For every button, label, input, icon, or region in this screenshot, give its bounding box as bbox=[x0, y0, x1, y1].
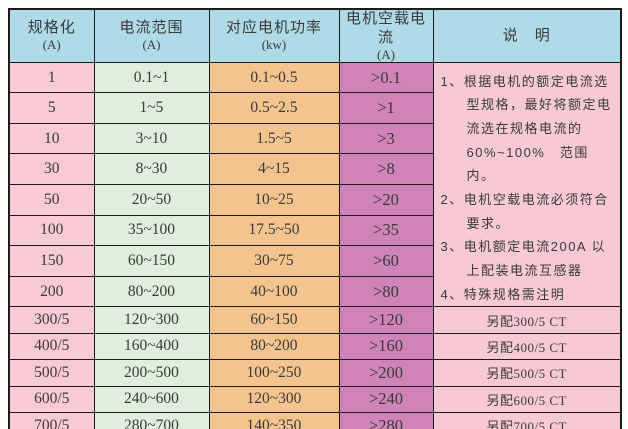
table-row: 150 60~150 30~75 >60 bbox=[8, 245, 621, 277]
notes-cell: 1、根据电机的额定电流选型规格，最好将额定电流选在规格电流的60%~100% 范… bbox=[432, 61, 622, 308]
noload-cell: >0.1 bbox=[338, 61, 434, 94]
table-row: 200 80~200 40~100 >80 bbox=[8, 275, 621, 308]
range-cell: 35~100 bbox=[93, 214, 210, 247]
range-cell: 0.1~1 bbox=[93, 61, 210, 94]
table-row: 5 1~5 0.5~2.5 >1 bbox=[8, 92, 621, 124]
power-cell: 4~15 bbox=[208, 153, 340, 186]
range-cell: 120~300 bbox=[93, 306, 210, 334]
ct-note-cell: 另配600/5 CT bbox=[432, 385, 622, 413]
note-text: 根据电机的额定电流选型规格，最好将额定电流选在规格电流的60%~100% 范围内… bbox=[463, 73, 612, 184]
range-cell: 160~400 bbox=[93, 332, 210, 361]
header-noload-current-unit: (A) bbox=[376, 46, 396, 62]
spec-cell: 300/5 bbox=[8, 306, 95, 334]
ct-note-cell: 另配400/5 CT bbox=[432, 332, 622, 361]
noload-cell: >120 bbox=[338, 306, 434, 334]
table-row: 700/5 280~700 140~350 >280 另配700/5 CT bbox=[8, 411, 622, 429]
power-cell: 140~350 bbox=[208, 411, 340, 429]
header-notes-title: 说 明 bbox=[502, 26, 551, 44]
header-spec: 规格化 (A) bbox=[8, 8, 95, 63]
range-cell: 20~50 bbox=[93, 184, 210, 216]
note-text: 特殊规格需注明 bbox=[463, 286, 566, 302]
power-cell: 80~200 bbox=[208, 332, 340, 361]
header-notes: 说 明 bbox=[432, 8, 622, 63]
noload-cell: >200 bbox=[338, 359, 434, 387]
power-cell: 30~75 bbox=[208, 245, 340, 277]
power-cell: 1.5~5 bbox=[208, 122, 340, 155]
note-text: 电机空载电流必须符合要求。 bbox=[463, 192, 609, 231]
range-cell: 8~30 bbox=[93, 153, 210, 186]
noload-cell: >60 bbox=[338, 245, 434, 277]
table-row: 500/5 200~500 100~250 >200 另配500/5 CT bbox=[8, 359, 622, 387]
spec-cell: 30 bbox=[8, 153, 95, 186]
header-motor-power: 对应电机功率 (kw) bbox=[208, 8, 340, 63]
range-cell: 1~5 bbox=[93, 92, 210, 124]
noload-cell: >280 bbox=[338, 411, 434, 429]
spec-cell: 100 bbox=[8, 214, 95, 247]
header-motor-power-title: 对应电机功率 bbox=[225, 19, 322, 37]
ct-note-cell: 另配500/5 CT bbox=[432, 359, 622, 387]
spec-cell: 400/5 bbox=[8, 332, 95, 361]
note-number: 1、 bbox=[440, 73, 464, 89]
spec-cell: 1 bbox=[8, 61, 95, 94]
power-cell: 0.1~0.5 bbox=[208, 61, 340, 94]
range-cell: 200~500 bbox=[93, 359, 210, 387]
header-spec-title: 规格化 bbox=[27, 19, 76, 37]
range-cell: 240~600 bbox=[93, 385, 210, 413]
spec-cell: 700/5 bbox=[8, 411, 95, 429]
note-number: 4、 bbox=[440, 286, 464, 302]
noload-cell: >8 bbox=[338, 153, 434, 186]
power-cell: 40~100 bbox=[208, 275, 340, 308]
range-cell: 60~150 bbox=[93, 245, 210, 277]
note-text: 电机额定电流200A 以上配装电流互感器 bbox=[463, 239, 606, 279]
note-number: 2、 bbox=[440, 192, 464, 208]
note-item: 3、电机额定电流200A 以上配装电流互感器 bbox=[441, 235, 616, 282]
table-row: 100 35~100 17.5~50 >35 bbox=[8, 214, 621, 247]
table-row: 10 3~10 1.5~5 >3 bbox=[8, 122, 621, 155]
table-row: 400/5 160~400 80~200 >160 另配400/5 CT bbox=[8, 332, 622, 361]
header-motor-power-unit: (kw) bbox=[261, 37, 287, 53]
spec-cell: 150 bbox=[8, 245, 95, 277]
note-number: 3、 bbox=[440, 239, 464, 255]
spec-cell: 200 bbox=[8, 275, 95, 308]
noload-cell: >1 bbox=[338, 92, 434, 124]
note-item: 2、电机空载电流必须符合要求。 bbox=[441, 188, 616, 235]
noload-cell: >20 bbox=[338, 184, 434, 216]
ct-note-cell: 另配300/5 CT bbox=[432, 306, 622, 334]
power-cell: 100~250 bbox=[208, 359, 340, 387]
range-cell: 80~200 bbox=[93, 275, 210, 308]
ct-note-cell: 另配700/5 CT bbox=[432, 411, 622, 429]
noload-cell: >35 bbox=[338, 214, 434, 247]
power-cell: 60~150 bbox=[208, 306, 340, 334]
noload-cell: >80 bbox=[338, 275, 434, 308]
spec-cell: 600/5 bbox=[8, 385, 95, 413]
motor-current-spec-table: 规格化 (A) 电流范围 (A) 对应电机功率 (kw) 电机空载电流 (A) … bbox=[8, 8, 622, 429]
noload-cell: >240 bbox=[338, 385, 434, 413]
header-current-range: 电流范围 (A) bbox=[93, 8, 210, 63]
power-cell: 17.5~50 bbox=[208, 214, 340, 247]
header-current-range-unit: (A) bbox=[142, 37, 161, 53]
note-item: 1、根据电机的额定电流选型规格，最好将额定电流选在规格电流的60%~100% 范… bbox=[441, 70, 616, 188]
table-row: 600/5 240~600 120~300 >240 另配600/5 CT bbox=[8, 385, 622, 413]
header-noload-current-title: 电机空载电流 bbox=[345, 10, 426, 46]
spec-cell: 50 bbox=[8, 184, 95, 216]
header-current-range-title: 电流范围 bbox=[119, 19, 184, 37]
table-row: 300/5 120~300 60~150 >120 另配300/5 CT bbox=[8, 306, 622, 334]
noload-cell: >3 bbox=[338, 122, 434, 155]
table-header-row: 规格化 (A) 电流范围 (A) 对应电机功率 (kw) 电机空载电流 (A) … bbox=[8, 8, 622, 63]
header-spec-unit: (A) bbox=[42, 37, 61, 53]
spec-cell: 10 bbox=[8, 122, 95, 155]
table-row: 1 0.1~1 0.1~0.5 >0.1 1、根据电机的额定电流选型规格，最好将… bbox=[8, 61, 622, 308]
header-noload-current: 电机空载电流 (A) bbox=[338, 8, 434, 63]
power-cell: 0.5~2.5 bbox=[208, 92, 340, 124]
spec-cell: 500/5 bbox=[8, 359, 95, 387]
noload-cell: >160 bbox=[338, 332, 434, 361]
note-item: 4、特殊规格需注明 bbox=[440, 283, 616, 306]
spec-cell: 5 bbox=[8, 92, 95, 124]
power-cell: 120~300 bbox=[208, 385, 340, 413]
power-cell: 10~25 bbox=[208, 184, 340, 216]
range-cell: 280~700 bbox=[93, 411, 210, 429]
range-cell: 3~10 bbox=[93, 122, 210, 155]
